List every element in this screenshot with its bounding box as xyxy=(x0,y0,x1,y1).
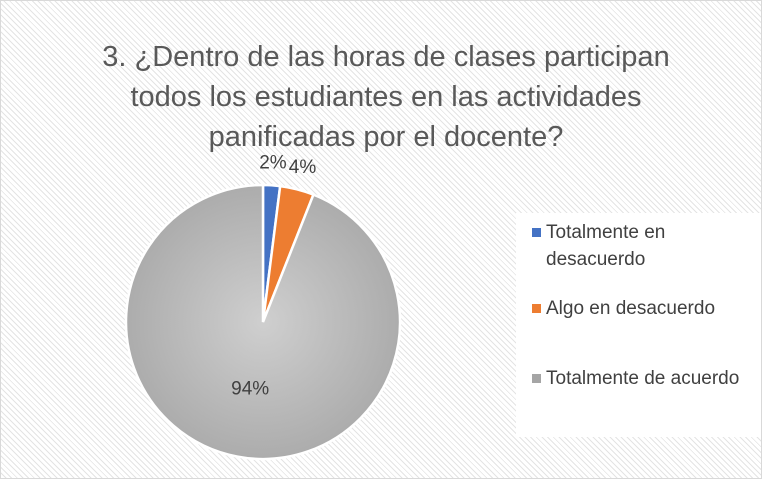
legend-entry: Totalmente en desacuerdo xyxy=(532,219,751,273)
legend-swatch xyxy=(532,228,541,237)
data-label: 2% xyxy=(259,152,287,173)
legend-entry: Algo en desacuerdo xyxy=(532,295,751,322)
legend-entry: Totalmente de acuerdo xyxy=(532,365,751,392)
legend-swatch xyxy=(532,374,541,383)
legend-label: Totalmente en desacuerdo xyxy=(546,222,666,270)
data-label: 94% xyxy=(231,378,269,399)
pie-slice xyxy=(124,183,402,461)
legend-label: Algo en desacuerdo xyxy=(546,298,716,319)
chart-title: 3. ¿Dentro de las horas de clases partic… xyxy=(102,41,670,153)
legend-swatch xyxy=(532,304,541,313)
data-label: 4% xyxy=(289,157,317,178)
legend: Totalmente en desacuerdo Algo en desacuer… xyxy=(516,213,761,437)
legend-label: Totalmente de acuerdo xyxy=(546,368,740,389)
